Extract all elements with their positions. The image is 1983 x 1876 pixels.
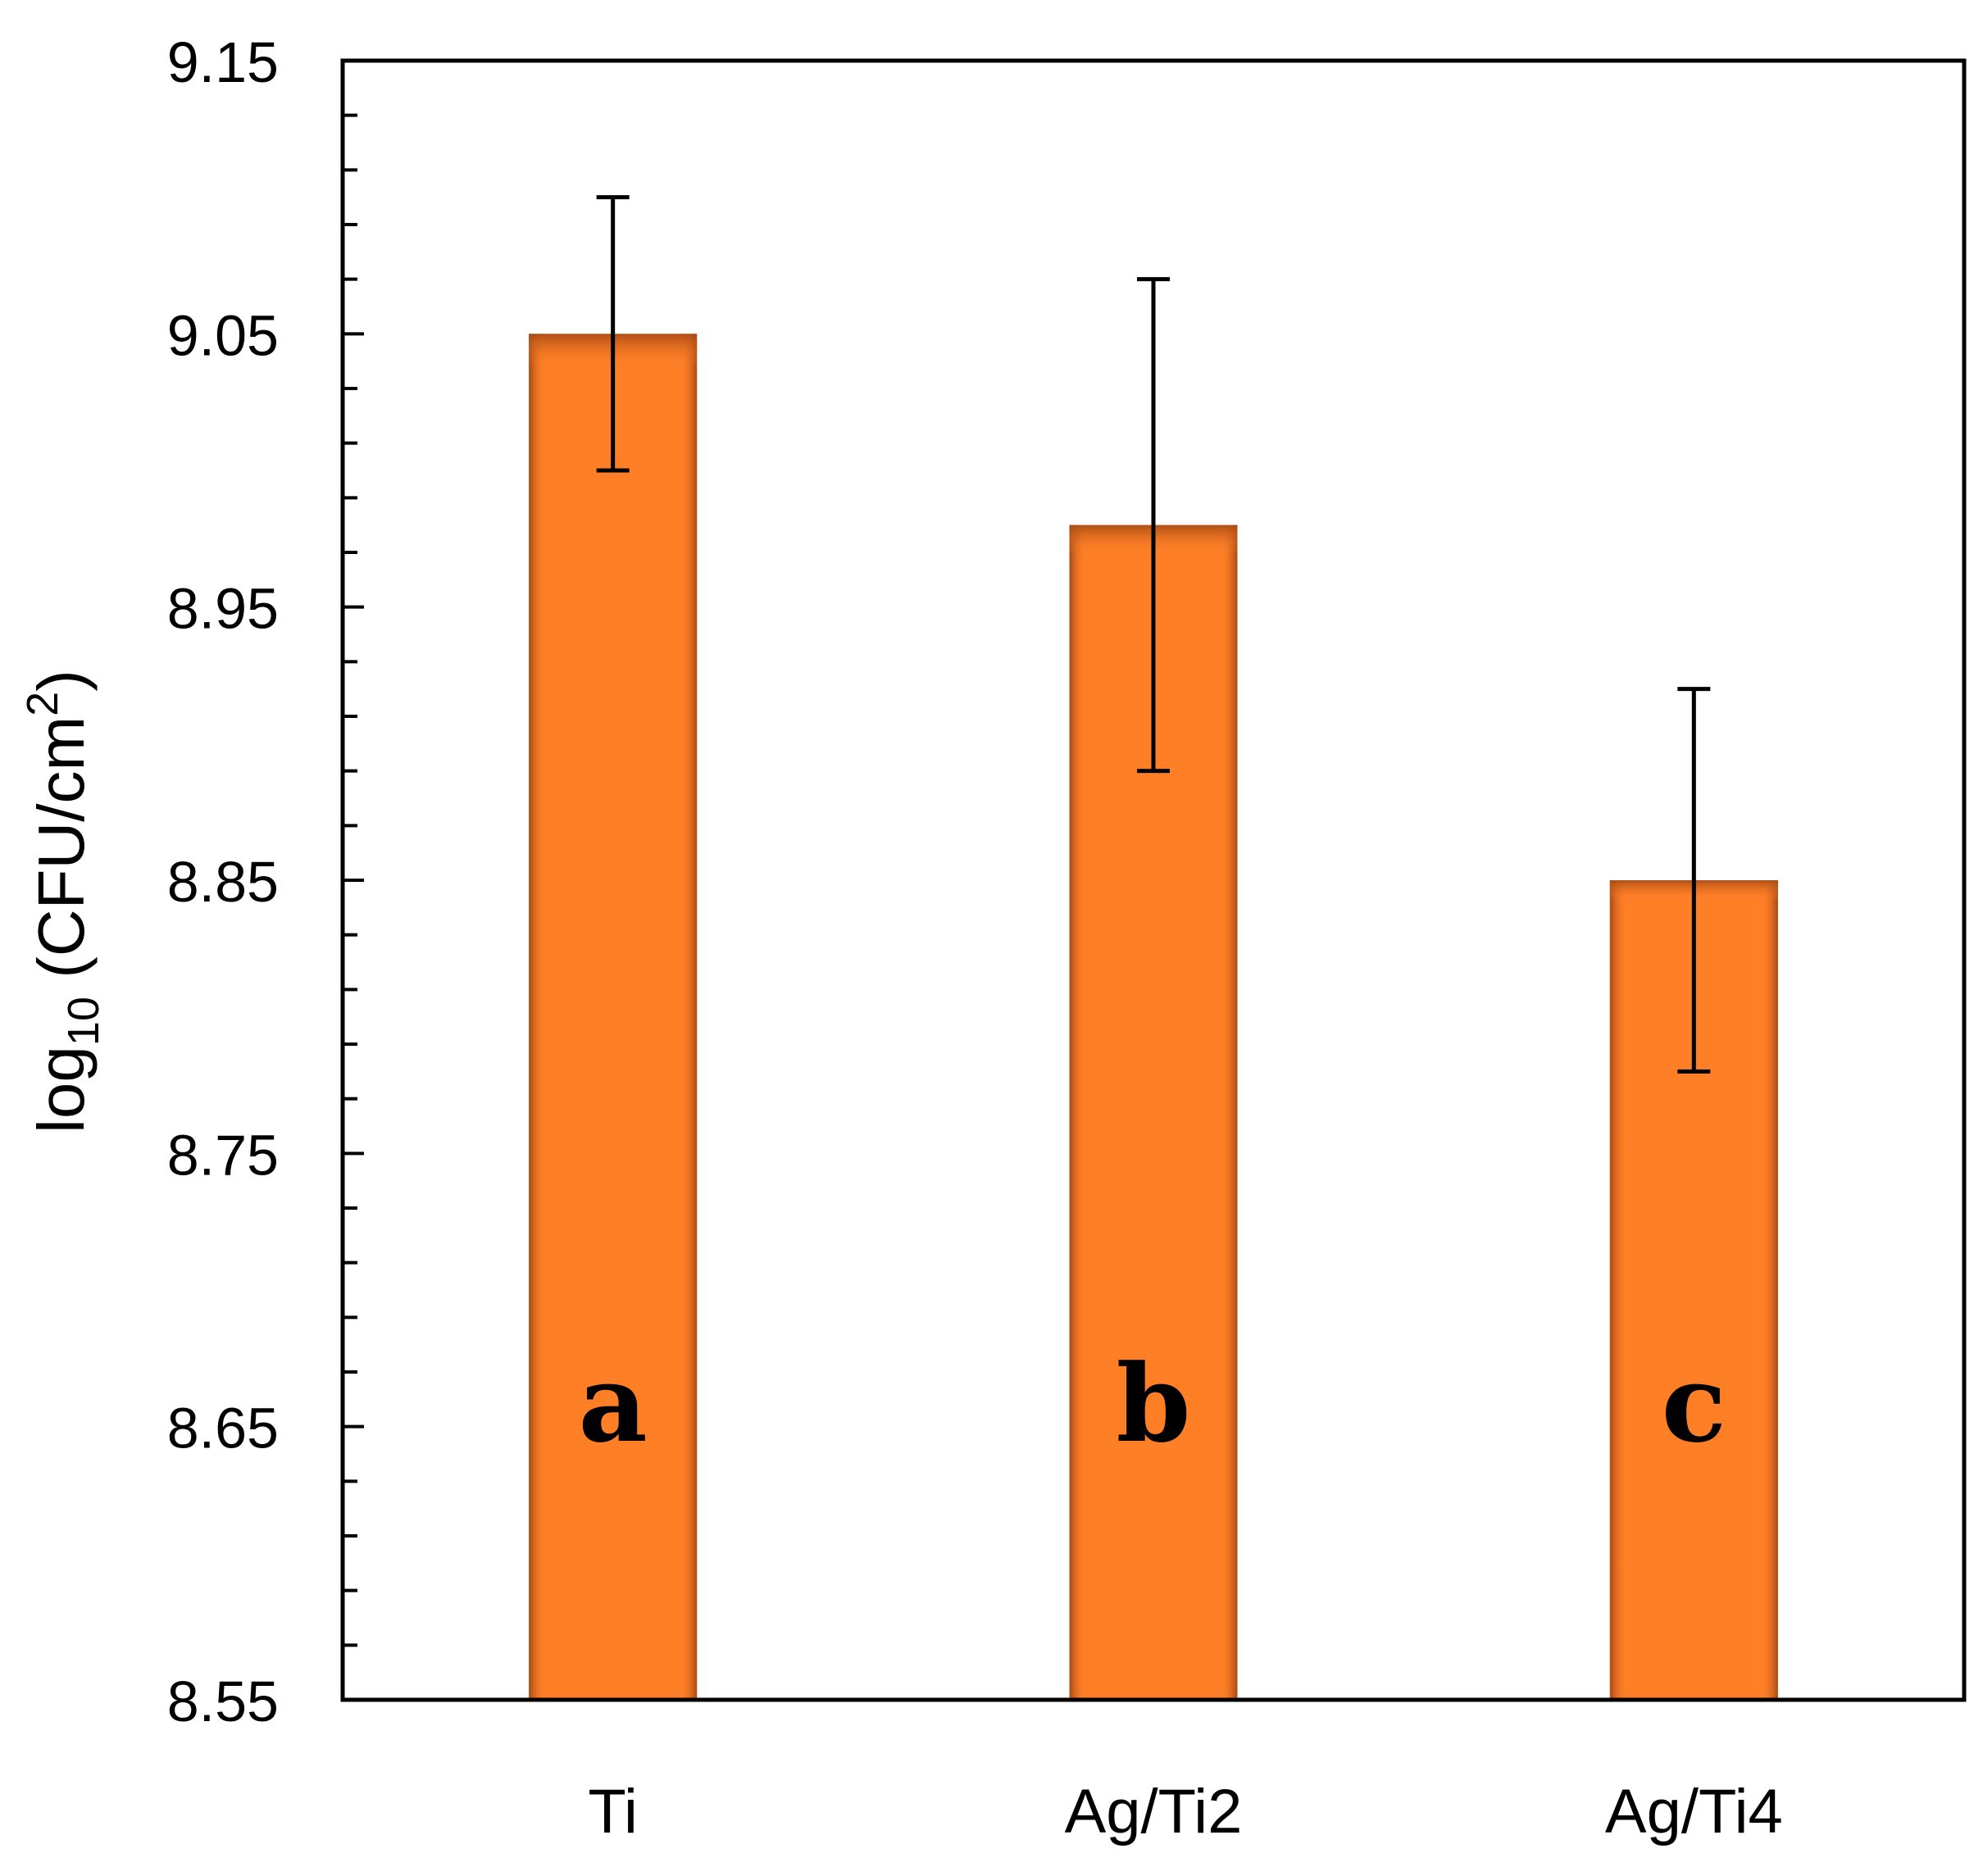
- y-tick-label: 9.15: [167, 30, 279, 94]
- y-axis-ticks: 8.55 8.65 8.75 8.85 8.95 9.05 9.15: [167, 30, 364, 1733]
- y-tick-label: 8.65: [167, 1397, 279, 1460]
- y-tick-label: 8.55: [167, 1669, 279, 1733]
- y-tick-label: 8.95: [167, 577, 279, 641]
- bar-letter-label: c: [1662, 1341, 1726, 1466]
- y-axis-label-subscript: 10: [59, 997, 108, 1046]
- y-tick-label: 8.85: [167, 850, 279, 914]
- y-axis-label-log: log: [25, 1046, 98, 1133]
- bar-letter-label: a: [579, 1341, 648, 1466]
- bar-shade-top: [529, 334, 698, 1700]
- plot-frame: [340, 58, 1967, 1702]
- y-axis-label-superscript: 2: [18, 692, 67, 716]
- x-tick-label: Ag/Ti4: [1605, 1777, 1783, 1846]
- x-tick-label: Ti: [588, 1777, 638, 1846]
- y-axis-label-close: ): [25, 670, 98, 692]
- y-tick-label: 8.75: [167, 1123, 279, 1187]
- y-axis-label: log10 (CFU/cm2): [18, 670, 108, 1133]
- bars-layer: a Ti b Ag/Ti2 c Ag/Ti4: [529, 195, 1783, 1846]
- bar-letter-label: b: [1117, 1341, 1191, 1466]
- y-axis-label-unit: (CFU/cm: [25, 716, 98, 997]
- x-tick-label: Ag/Ti2: [1065, 1777, 1243, 1846]
- y-tick-label: 9.05: [167, 303, 279, 367]
